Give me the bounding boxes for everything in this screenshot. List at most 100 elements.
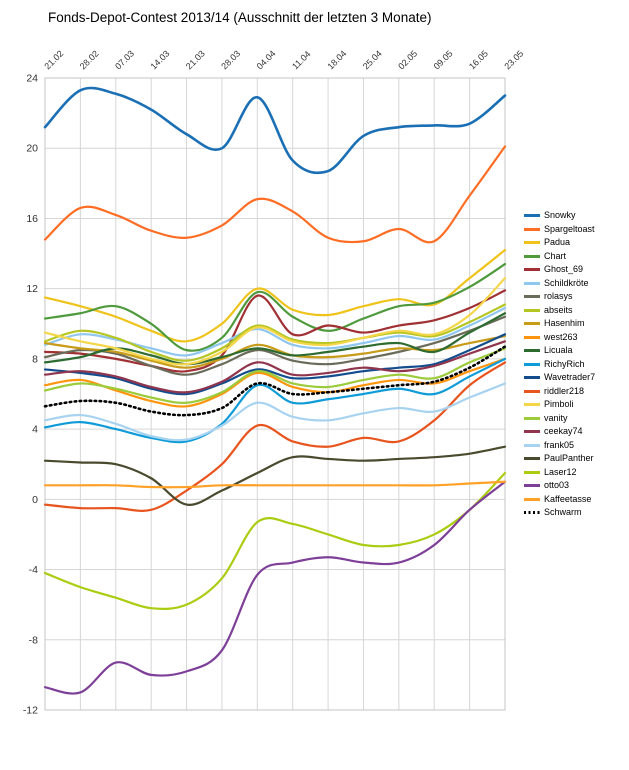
legend-swatch [524,214,540,218]
legend-swatch [524,497,540,501]
legend-item: abseits [524,304,595,318]
x-tick-label: 02.05 [396,48,419,71]
legend-item: Padua [524,236,595,250]
series-RichyRich [43,357,507,444]
series-Pimboli [43,277,507,366]
x-tick-label: 16.05 [467,48,490,71]
legend-item: vanity [524,412,595,426]
y-tick-label: -4 [29,564,38,576]
legend-item: frank05 [524,439,595,453]
series-Ghost_69 [43,289,507,373]
x-tick-label: 14.03 [148,48,171,71]
series-riddler218 [43,361,507,512]
x-tick-label: 21.02 [42,48,65,71]
legend-item: west263 [524,331,595,345]
series-Spargeltoast [43,145,507,244]
legend-label: Laser12 [544,466,577,477]
legend-item: otto03 [524,479,595,493]
y-tick-label: 8 [32,353,38,365]
legend-item: RichyRich [524,358,595,372]
legend-label: Wavetrader7 [544,372,596,383]
series-Laser12 [43,471,507,610]
legend-label: RichyRich [544,358,585,369]
legend-swatch [524,362,540,366]
series-Snowky [43,86,507,175]
legend-item: Kaffeetasse [524,493,595,507]
legend-swatch [524,254,540,258]
legend-swatch [524,376,540,380]
legend-label: abseits [544,304,573,315]
chart-title: Fonds-Depot-Contest 2013/14 (Ausschnitt … [48,10,432,25]
legend-label: Snowky [544,210,576,221]
x-tick-label: 11.04 [290,49,313,72]
legend-item: Spargeltoast [524,223,595,237]
legend-label: Schildkröte [544,277,589,288]
legend-swatch [524,484,540,488]
legend-swatch [524,443,540,447]
legend-swatch [524,308,540,312]
legend-item: Wavetrader7 [524,371,595,385]
legend-label: otto03 [544,480,570,491]
series-Kaffeetasse [43,480,507,489]
legend-label: Hasenhim [544,318,585,329]
legend-swatch [524,241,540,245]
y-tick-label: -8 [29,634,38,646]
x-tick-label: 25.04 [361,48,384,71]
legend-label: ceekay74 [544,426,583,437]
legend-swatch [524,389,540,393]
series-Chart [43,262,507,352]
legend-item: Chart [524,250,595,264]
x-tick-label: 18.04 [325,48,348,71]
x-tick-label: 23.05 [502,48,525,71]
y-tick-label: 0 [32,494,38,506]
series-Padua [43,248,507,343]
x-tick-label: 28.03 [219,48,242,71]
legend-swatch [524,403,540,407]
legend-label: Schwarm [544,507,582,518]
legend-label: vanity [544,412,568,423]
y-tick-label: 4 [32,424,38,436]
legend-label: riddler218 [544,385,585,396]
legend-label: Spargeltoast [544,223,595,234]
legend-swatch [524,470,540,474]
x-tick-label: 07.03 [113,48,136,71]
series-Schildkröte [43,306,507,357]
legend-label: PaulPanther [544,453,594,464]
legend-item: Hasenhim [524,317,595,331]
legend-item: Ghost_69 [524,263,595,277]
y-tick-label: 16 [26,213,38,225]
legend-label: Licuala [544,345,573,356]
legend-item: Schildkröte [524,277,595,291]
legend-swatch [524,349,540,353]
y-tick-label: 20 [26,143,38,155]
legend-swatch [524,416,540,420]
legend-label: Chart [544,250,567,261]
legend-item: rolasys [524,290,595,304]
series-Hasenhim [43,334,507,369]
series-Schwarm [43,345,507,417]
legend-label: Pimboli [544,399,574,410]
series-abseits [43,303,507,362]
legend-swatch [524,268,540,272]
series-vanity [43,347,507,404]
legend-item: ceekay74 [524,425,595,439]
legend-label: Kaffeetasse [544,493,592,504]
series-Wavetrader7 [43,333,507,396]
x-tick-label: 09.05 [432,48,455,71]
legend-swatch [524,430,540,434]
legend-item: Laser12 [524,466,595,480]
series-frank05 [43,382,507,442]
legend-item: Licuala [524,344,595,358]
legend-swatch [524,295,540,299]
y-tick-label: 12 [26,283,38,295]
legend-swatch [524,511,540,515]
y-tick-label: -12 [23,705,38,717]
legend-swatch [524,227,540,231]
series-PaulPanther [43,445,507,506]
x-tick-label: 04.04 [255,48,278,71]
series-west263 [43,357,507,408]
legend-swatch [524,335,540,339]
legend-swatch [524,281,540,285]
legend-swatch [524,322,540,326]
